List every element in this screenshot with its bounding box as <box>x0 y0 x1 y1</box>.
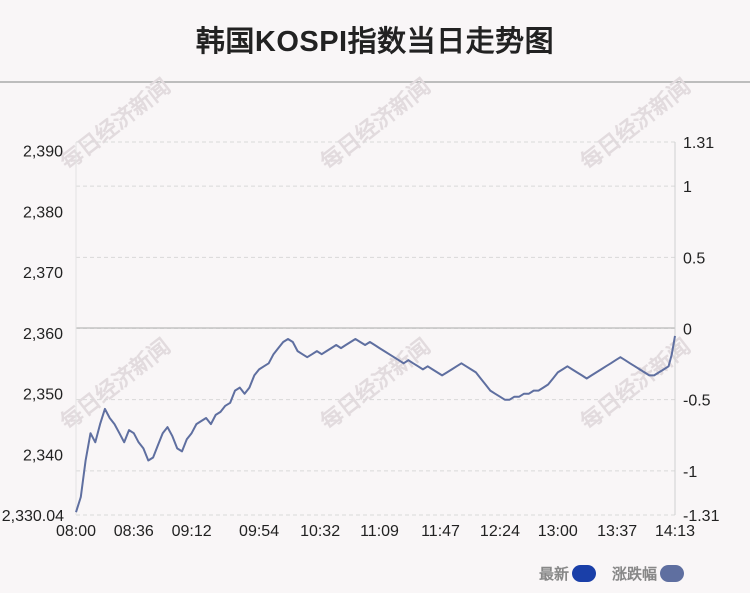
y-left-tick-label: 2,380 <box>23 204 63 221</box>
x-tick-label: 13:37 <box>597 523 637 540</box>
y-right-tick-label: 1 <box>683 179 692 196</box>
x-tick-label: 08:36 <box>114 523 154 540</box>
watermark-2: 每日经济新闻 <box>576 74 695 175</box>
x-tick-label: 14:13 <box>655 523 695 540</box>
x-tick-label: 09:54 <box>239 523 279 540</box>
x-tick-label: 11:47 <box>421 523 460 540</box>
y-right-tick-label: -1 <box>683 464 697 481</box>
watermark-4: 每日经济新闻 <box>316 334 435 435</box>
y-right-tick-label: 1.31 <box>683 135 714 152</box>
x-tick-label: 13:00 <box>538 523 578 540</box>
x-tick-label: 12:24 <box>480 523 520 540</box>
x-tick-label: 09:12 <box>172 523 212 540</box>
series-line-0 <box>75 335 676 513</box>
x-tick-label: 08:00 <box>56 523 96 540</box>
watermark-0: 每日经济新闻 <box>56 74 175 175</box>
axes <box>75 142 676 515</box>
tick-labels: 2,330.04 2,340 2,350 2,360 2,370 2,380 2,390 -1… <box>2 135 720 540</box>
legend: 最新 涨跌幅 <box>523 563 684 584</box>
legend-label-latest: 最新 <box>538 566 569 583</box>
watermark-1: 每日经济新闻 <box>316 74 435 175</box>
y-left-tick-label: 2,330.04 <box>2 508 64 525</box>
x-tick-label: 11:09 <box>360 523 399 540</box>
legend-swatch-change <box>660 565 684 582</box>
x-tick-label: 10:32 <box>300 523 340 540</box>
y-right-tick-label: -1.31 <box>683 508 720 525</box>
y-left-tick-label: 2,370 <box>23 265 63 282</box>
legend-item-latest: 最新 <box>539 563 596 584</box>
watermark-5: 每日经济新闻 <box>576 334 695 435</box>
chart-title: 韩国KOSPI指数当日走势图 <box>195 26 555 58</box>
legend-swatch-latest <box>571 565 596 582</box>
y-left-tick-label: 2,350 <box>23 387 63 404</box>
grid <box>76 141 675 516</box>
y-right-tick-label: -0.5 <box>683 393 711 410</box>
y-right-tick-label: 0.5 <box>683 250 705 267</box>
title-divider <box>0 81 750 83</box>
y-left-tick-label: 2,340 <box>23 447 63 464</box>
watermark-3: 每日经济新闻 <box>56 334 175 435</box>
legend-label-change: 涨跌幅 <box>611 566 657 583</box>
y-left-tick-label: 2,360 <box>23 326 63 343</box>
series <box>75 335 676 513</box>
legend-item-change: 涨跌幅 <box>612 563 684 584</box>
y-right-tick-label: 0 <box>683 322 692 339</box>
y-left-tick-label: 2,390 <box>23 144 63 161</box>
